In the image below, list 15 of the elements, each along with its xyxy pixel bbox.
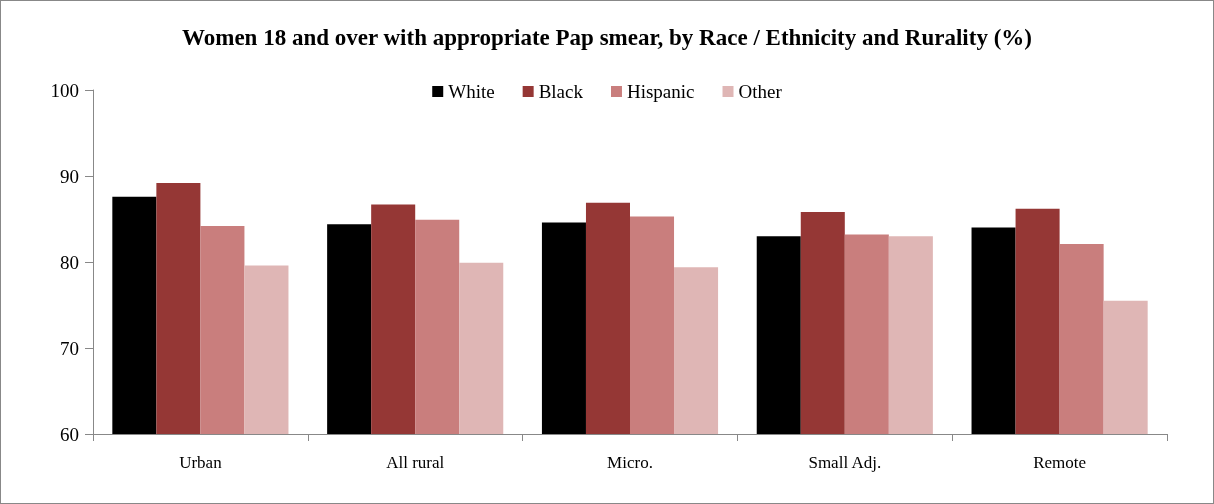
legend-label: Other [738,81,783,102]
chart-title: Women 18 and over with appropriate Pap smear, by Race / Ethnicity and Rurality (%) [182,25,1032,50]
x-tick-label: Urban [179,453,223,472]
y-tick-label: 80 [60,251,79,273]
legend-label: Hispanic [626,81,695,102]
x-tick-label: All rural [386,453,445,472]
legend-label: White [448,81,495,102]
x-tick-label: Remote [1033,453,1087,472]
y-tick-label: 90 [60,165,79,187]
y-tick-label: 100 [50,79,79,101]
y-tick-label: 70 [60,337,79,359]
x-tick-label: Micro. [607,453,653,472]
legend-label: Black [538,81,584,102]
x-tick-label: Small Adj. [808,453,882,472]
y-tick-label: 60 [60,423,79,445]
